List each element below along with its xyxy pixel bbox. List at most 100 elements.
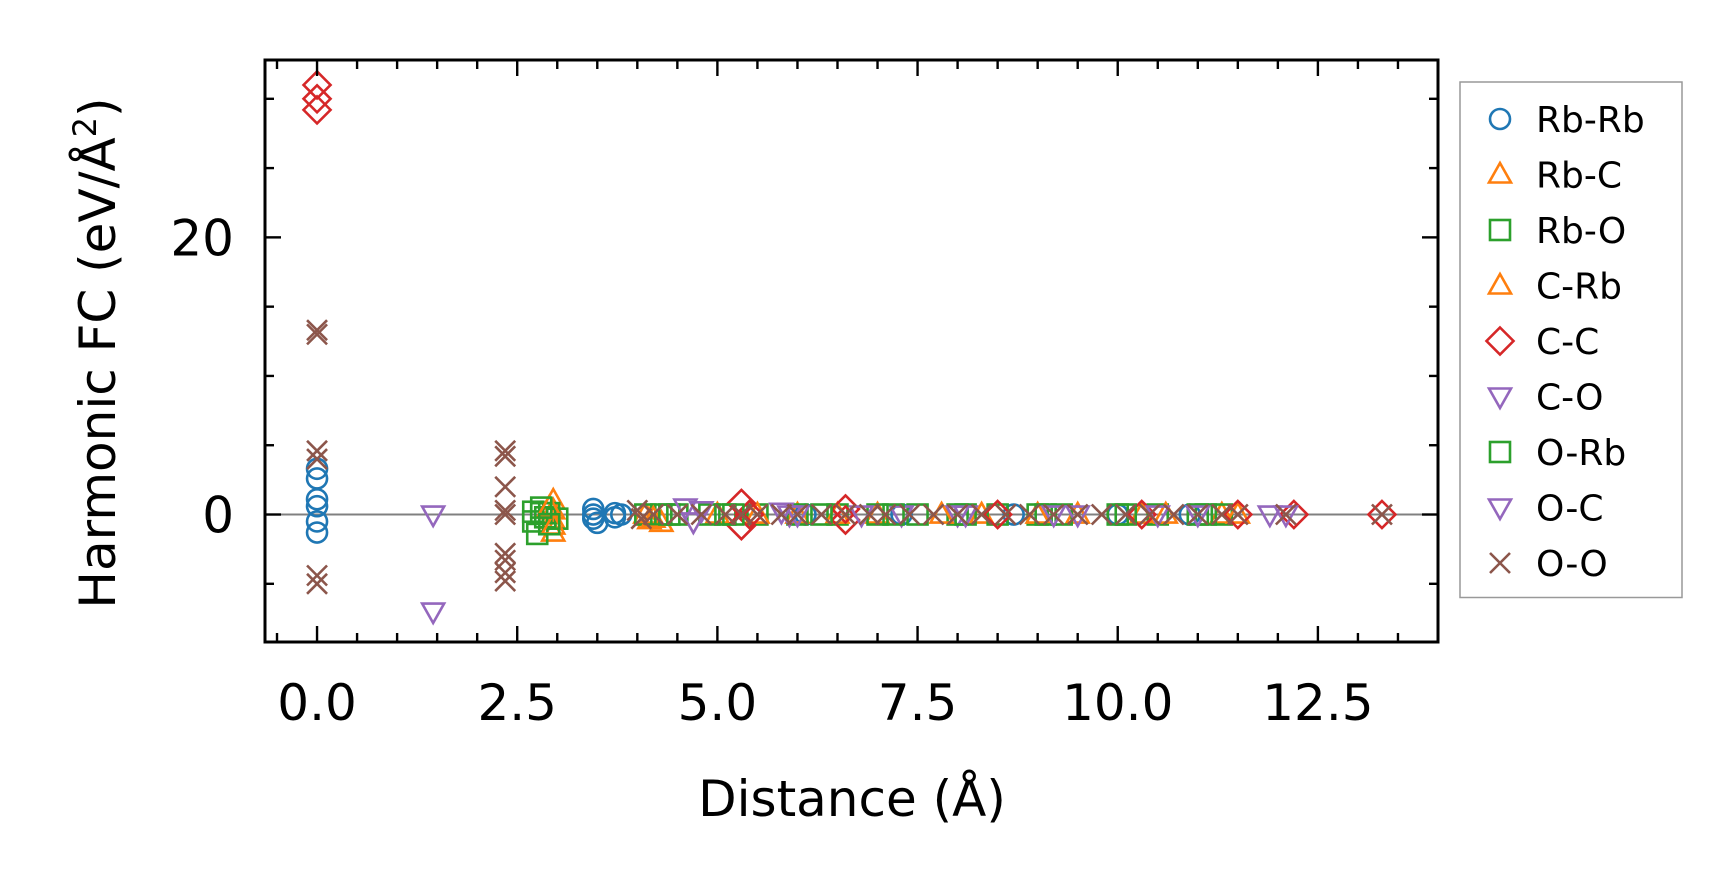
point	[922, 503, 945, 526]
point	[494, 445, 517, 468]
y-tick-label: 0	[202, 487, 234, 545]
point	[810, 503, 833, 526]
point	[1210, 503, 1233, 526]
point	[301, 69, 333, 101]
point	[419, 602, 447, 626]
point	[874, 503, 897, 526]
point	[494, 570, 517, 592]
legend-label: Rb-O	[1536, 211, 1626, 252]
point	[734, 499, 765, 530]
point	[306, 572, 328, 595]
legend-marker	[1486, 271, 1514, 295]
point	[521, 510, 545, 533]
legend-entry-o-o: O-O	[1489, 544, 1608, 585]
point	[1274, 503, 1297, 526]
point	[1278, 499, 1310, 530]
point	[306, 323, 328, 346]
point	[1034, 503, 1057, 526]
point	[1114, 503, 1138, 526]
x-axis-label: Distance (Å)	[698, 770, 1006, 828]
legend-label: O-C	[1536, 489, 1603, 530]
point	[581, 507, 605, 530]
point	[658, 503, 681, 526]
point	[1126, 499, 1158, 530]
point	[536, 493, 563, 517]
plot-frame	[263, 58, 1440, 644]
point	[305, 521, 329, 544]
point	[1256, 505, 1284, 529]
point	[1226, 503, 1249, 526]
x-tick-label: 2.5	[477, 674, 557, 732]
point	[494, 561, 517, 584]
legend-label: O-O	[1536, 544, 1608, 585]
point	[982, 499, 1013, 530]
point	[726, 488, 757, 519]
point	[986, 503, 1009, 526]
point	[690, 503, 713, 526]
point	[1002, 503, 1025, 526]
point	[306, 319, 328, 342]
y-axis-label-close: )	[69, 97, 127, 117]
point	[305, 494, 329, 518]
legend: Rb-Rb Rb-C Rb-O C-Rb C-C C-O O-Rb O-C O-O	[1459, 81, 1683, 599]
y-axis-label-superscript: 2	[66, 117, 104, 137]
legend-entry-o-c: O-C	[1486, 489, 1603, 530]
point	[834, 503, 857, 526]
point	[1272, 505, 1300, 529]
point	[529, 496, 553, 519]
point	[946, 503, 969, 526]
point	[581, 497, 605, 521]
point	[1018, 503, 1041, 526]
point	[1040, 505, 1067, 529]
legend-entry-rb-o: Rb-O	[1488, 211, 1626, 252]
point	[666, 503, 689, 526]
point	[1186, 503, 1209, 526]
point	[994, 503, 1017, 526]
point	[722, 503, 745, 526]
point	[306, 564, 328, 587]
point	[898, 503, 921, 526]
point	[746, 503, 769, 526]
axes: 0.0 2.5 5.0 7.5 10.0 12.5 0 20	[170, 58, 1440, 732]
point	[688, 501, 715, 525]
point	[1042, 503, 1065, 526]
point	[306, 439, 328, 462]
x-tick-label: 5.0	[678, 674, 758, 732]
legend-label: Rb-C	[1536, 156, 1622, 197]
point	[305, 510, 329, 533]
point	[610, 503, 633, 526]
y-axis-label: Harmonic FC (eV/Å2)	[66, 97, 127, 608]
point	[1090, 503, 1113, 526]
legend-entry-c-rb: C-Rb	[1486, 267, 1622, 308]
point	[784, 500, 811, 524]
series-o-o	[306, 319, 1393, 595]
point	[1162, 503, 1185, 526]
legend-marker	[1488, 107, 1512, 131]
point	[494, 542, 517, 565]
point	[494, 439, 517, 462]
legend-entry-c-c: C-C	[1484, 322, 1599, 363]
y-tick-label: 20	[170, 209, 234, 267]
point	[537, 512, 561, 536]
point	[786, 503, 809, 526]
legend-label: C-Rb	[1536, 267, 1622, 308]
legend-marker	[1486, 160, 1514, 184]
point	[810, 503, 833, 526]
point	[1194, 503, 1218, 526]
point	[301, 83, 333, 115]
legend-entry-rb-c: Rb-C	[1486, 156, 1622, 197]
point	[672, 498, 699, 522]
legend-entry-rb-rb: Rb-Rb	[1488, 100, 1645, 141]
legend-label: O-Rb	[1536, 433, 1626, 474]
legend-marker	[1484, 325, 1516, 357]
legend-entry-o-rb: O-Rb	[1488, 433, 1626, 474]
point	[301, 94, 333, 126]
point	[1184, 505, 1212, 529]
point	[494, 475, 517, 498]
point	[1066, 503, 1089, 526]
legend-label: C-C	[1536, 322, 1599, 363]
point	[768, 502, 795, 526]
point	[714, 503, 737, 526]
legend-marker	[1486, 387, 1514, 411]
